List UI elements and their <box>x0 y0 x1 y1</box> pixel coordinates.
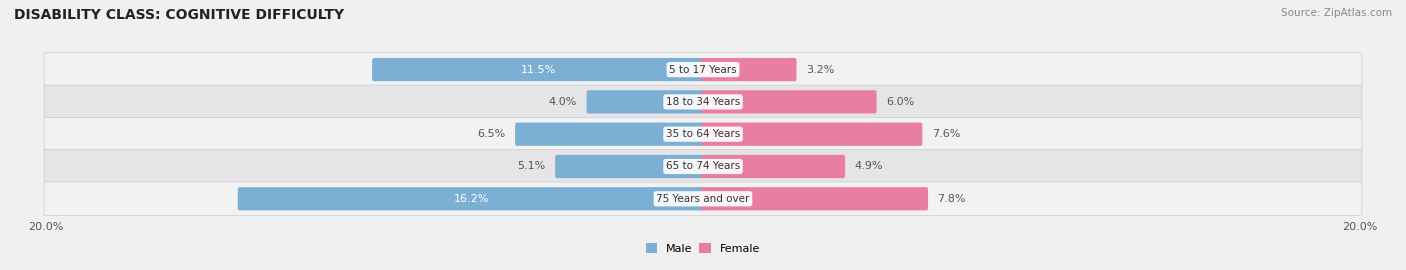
Text: 5.1%: 5.1% <box>517 161 546 171</box>
Text: 18 to 34 Years: 18 to 34 Years <box>666 97 740 107</box>
FancyBboxPatch shape <box>702 58 797 81</box>
Text: 7.6%: 7.6% <box>932 129 960 139</box>
Text: 3.2%: 3.2% <box>806 65 834 75</box>
FancyBboxPatch shape <box>702 187 928 210</box>
FancyBboxPatch shape <box>44 117 1362 151</box>
Text: 16.2%: 16.2% <box>454 194 489 204</box>
FancyBboxPatch shape <box>44 85 1362 119</box>
Text: 5 to 17 Years: 5 to 17 Years <box>669 65 737 75</box>
FancyBboxPatch shape <box>702 90 876 113</box>
Text: 4.0%: 4.0% <box>548 97 578 107</box>
Text: 4.9%: 4.9% <box>855 161 883 171</box>
Text: 35 to 64 Years: 35 to 64 Years <box>666 129 740 139</box>
FancyBboxPatch shape <box>702 155 845 178</box>
Legend: Male, Female: Male, Female <box>647 244 759 254</box>
FancyBboxPatch shape <box>373 58 704 81</box>
Text: 20.0%: 20.0% <box>1343 222 1378 232</box>
FancyBboxPatch shape <box>44 150 1362 183</box>
Text: 20.0%: 20.0% <box>28 222 63 232</box>
Text: 6.5%: 6.5% <box>478 129 506 139</box>
FancyBboxPatch shape <box>238 187 704 210</box>
FancyBboxPatch shape <box>555 155 704 178</box>
Text: 75 Years and over: 75 Years and over <box>657 194 749 204</box>
FancyBboxPatch shape <box>586 90 704 113</box>
FancyBboxPatch shape <box>702 123 922 146</box>
Text: DISABILITY CLASS: COGNITIVE DIFFICULTY: DISABILITY CLASS: COGNITIVE DIFFICULTY <box>14 8 344 22</box>
Text: 6.0%: 6.0% <box>886 97 914 107</box>
Text: 7.8%: 7.8% <box>938 194 966 204</box>
Text: Source: ZipAtlas.com: Source: ZipAtlas.com <box>1281 8 1392 18</box>
FancyBboxPatch shape <box>44 53 1362 86</box>
FancyBboxPatch shape <box>515 123 704 146</box>
FancyBboxPatch shape <box>44 182 1362 215</box>
Text: 11.5%: 11.5% <box>522 65 557 75</box>
Text: 65 to 74 Years: 65 to 74 Years <box>666 161 740 171</box>
